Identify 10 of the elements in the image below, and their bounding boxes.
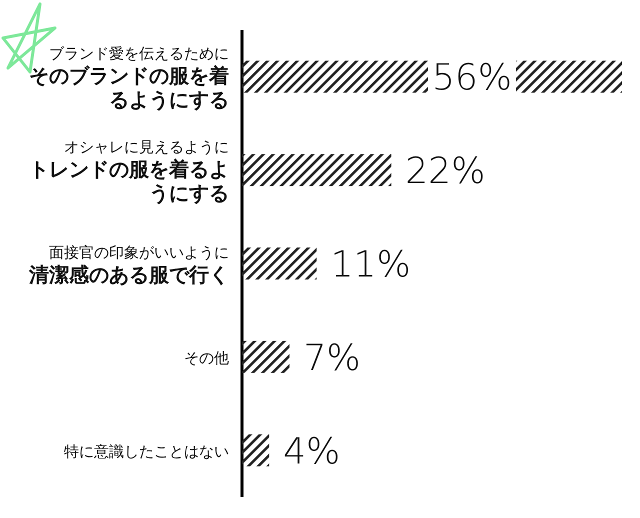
data-label: 56% <box>432 58 512 99</box>
data-label: 22% <box>405 151 486 192</box>
y-tick-label: 特に意識したことはない <box>64 442 229 460</box>
data-label: 4% <box>283 431 340 472</box>
y-tick-label: オシャレに見えるようにトレンドの服を着るようにする <box>29 138 229 206</box>
y-tick-label: 面接官の印象がいいように清潔感のある服で行く <box>28 244 229 286</box>
data-label: 7% <box>304 338 361 379</box>
y-tick-label: その他 <box>184 348 229 367</box>
y-tick-label: ブランド愛を伝えるためにそのブランドの服を着るようにする <box>29 44 229 112</box>
data-label: 11% <box>330 244 411 286</box>
